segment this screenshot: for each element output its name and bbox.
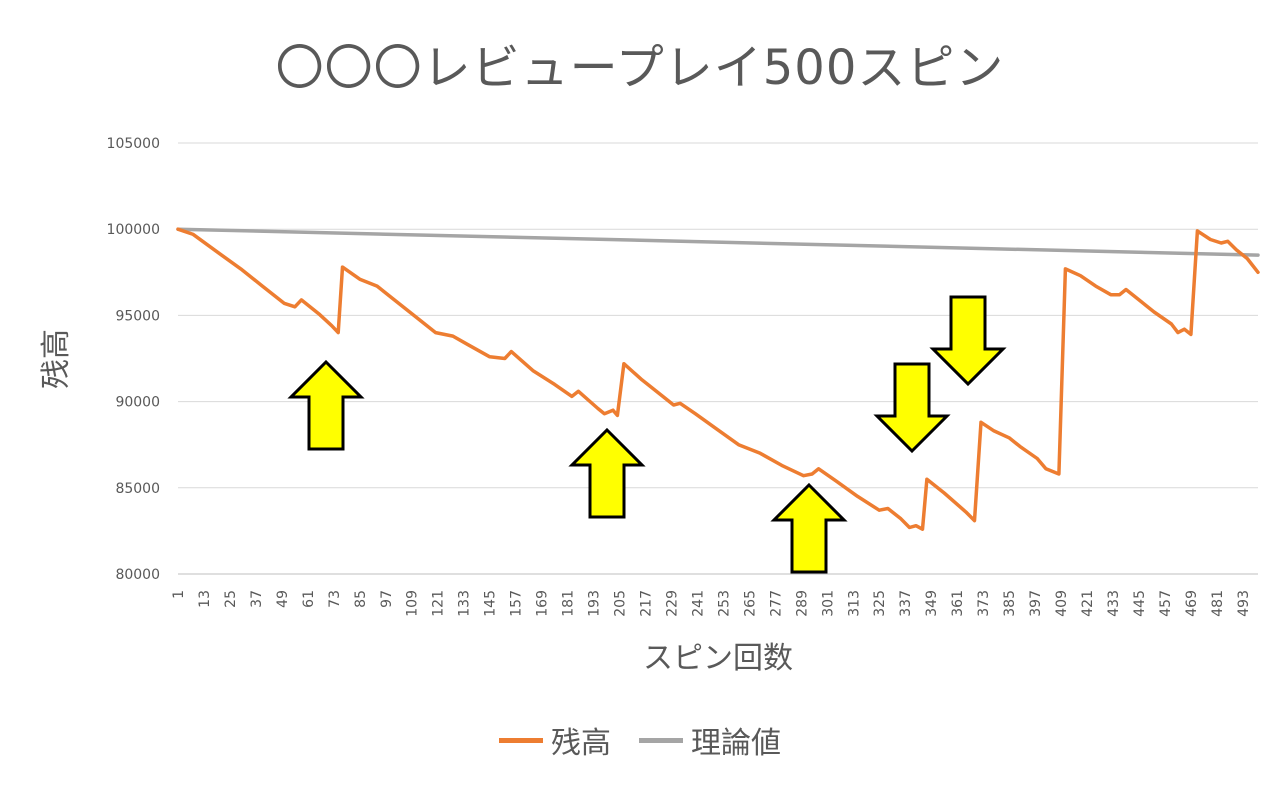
- up-arrow-icon: [770, 482, 848, 574]
- legend-label-balance: 残高: [551, 726, 611, 761]
- x-tick-label: 445: [1132, 590, 1148, 617]
- x-tick-label: 397: [1028, 590, 1044, 617]
- y-tick-label: 90000: [115, 395, 160, 411]
- x-tick-label: 313: [846, 590, 862, 617]
- gridlines: [178, 142, 1258, 575]
- x-tick-label: 481: [1210, 590, 1226, 617]
- y-tick-label: 100000: [107, 222, 160, 238]
- legend-label-theoretical: 理論値: [691, 726, 781, 761]
- x-tick-label: 361: [950, 590, 966, 617]
- x-tick-label: 469: [1184, 590, 1200, 617]
- x-tick-label: 385: [1002, 590, 1018, 617]
- legend-swatch-theoretical: [639, 737, 683, 743]
- x-tick-label: 265: [742, 590, 758, 617]
- x-tick-label: 301: [820, 590, 836, 617]
- x-tick-label: 421: [1080, 590, 1096, 617]
- legend-item-balance: 残高: [499, 718, 611, 762]
- x-tick-label: 289: [794, 590, 810, 617]
- annotation-arrows: [287, 295, 1007, 574]
- x-tick-label: 409: [1054, 590, 1070, 617]
- legend: 残高 理論値: [0, 718, 1280, 762]
- x-tick-label: 97: [379, 590, 395, 608]
- y-tick-label: 80000: [115, 567, 160, 583]
- chart-title: 〇〇〇レビュープレイ500スピン: [275, 40, 1005, 96]
- x-tick-label: 37: [249, 590, 265, 608]
- x-tick-label: 229: [664, 590, 680, 617]
- x-tick-label: 349: [924, 590, 940, 617]
- legend-swatch-balance: [499, 737, 543, 743]
- x-tick-label: 217: [638, 590, 654, 617]
- x-tick-label: 1: [171, 590, 187, 599]
- down-arrow-icon: [929, 295, 1007, 387]
- x-tick-label: 85: [353, 590, 369, 608]
- x-tick-label: 157: [509, 590, 525, 617]
- x-axis-label: スピン回数: [643, 641, 793, 676]
- x-tick-label: 25: [223, 590, 239, 608]
- x-tick-label: 13: [197, 590, 213, 608]
- legend-item-theoretical: 理論値: [639, 718, 781, 762]
- x-tick-label: 457: [1158, 590, 1174, 617]
- x-tick-labels: 1 13 25 37 49 61 73 85 97 109 121 133 145 157 169 181 19…: [171, 590, 1252, 617]
- x-tick-label: 241: [690, 590, 706, 617]
- x-tick-label: 205: [613, 590, 629, 617]
- y-tick-labels: 80000 85000 90000 95000 100000 105000: [107, 136, 160, 583]
- up-arrow-icon: [287, 359, 365, 451]
- down-arrow-icon: [873, 362, 951, 454]
- up-arrow-icon: [568, 427, 646, 519]
- x-tick-label: 49: [275, 590, 291, 608]
- x-tick-label: 169: [535, 590, 551, 617]
- series-line-balance: [176, 227, 1260, 531]
- x-tick-label: 325: [872, 590, 888, 617]
- x-tick-label: 145: [483, 590, 499, 617]
- series-line-theoretical: [176, 227, 1260, 257]
- x-tick-label: 373: [976, 590, 992, 617]
- x-tick-label: 253: [716, 590, 732, 617]
- x-tick-label: 109: [405, 590, 421, 617]
- x-tick-label: 493: [1236, 590, 1252, 617]
- y-tick-label: 85000: [115, 481, 160, 497]
- x-tick-label: 121: [431, 590, 447, 617]
- x-tick-label: 181: [561, 590, 577, 617]
- x-tick-label: 133: [457, 590, 473, 617]
- x-tick-label: 277: [768, 590, 784, 617]
- x-tick-label: 337: [898, 590, 914, 617]
- x-tick-label: 193: [587, 590, 603, 617]
- x-tick-label: 73: [327, 590, 343, 608]
- x-tick-label: 433: [1106, 590, 1122, 617]
- series-lines: [176, 227, 1260, 531]
- y-tick-label: 95000: [115, 308, 160, 324]
- y-tick-label: 105000: [107, 136, 160, 152]
- x-tick-label: 61: [301, 590, 317, 608]
